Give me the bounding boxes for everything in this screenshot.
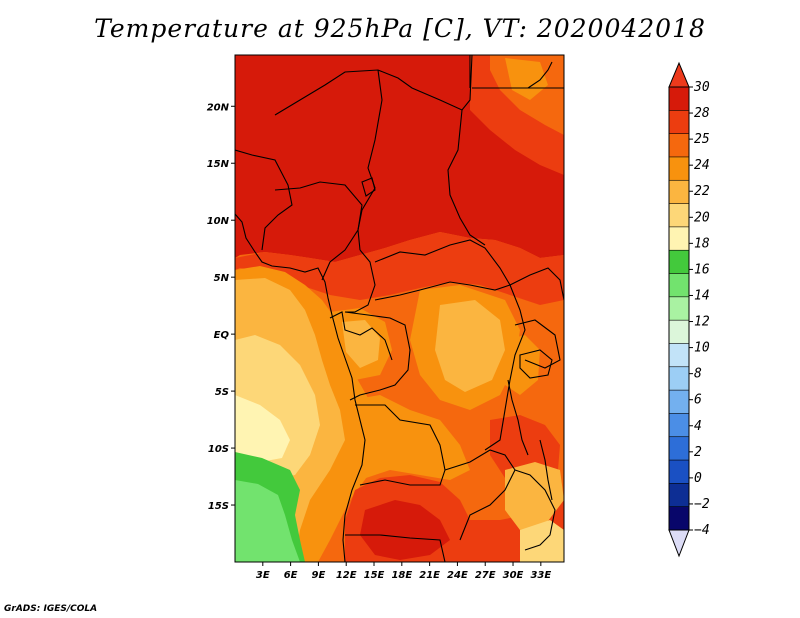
border-chad-sudan [447, 109, 486, 246]
y-tick-label: 10N [207, 216, 230, 227]
colorbar-box-lt-m4 [668, 506, 690, 531]
colorbar-box-m2 [668, 459, 690, 485]
field-20-southeast [520, 520, 564, 562]
colorbar-box-2 [668, 413, 690, 438]
field-24-ne [505, 58, 548, 100]
colorbar-label: 16 [694, 262, 710, 277]
colorbar-box-25 [668, 133, 690, 158]
colorbar-label: 22 [694, 184, 710, 199]
x-tick-label: 3E [256, 570, 270, 581]
colorbar-label: −4 [694, 523, 710, 538]
x-tick-label: 24E [447, 570, 468, 581]
colorbar-box-10 [668, 319, 690, 345]
colorbar-top-triangle [668, 61, 690, 88]
boundaries [235, 55, 564, 562]
border-uganda-kenya [514, 319, 561, 369]
field-18-atlantic [235, 395, 290, 462]
x-tick-label: 9E [312, 570, 326, 581]
border-mozambique [514, 469, 556, 551]
colorbar-box-6 [668, 366, 690, 391]
border-car [374, 239, 511, 301]
colorbar-label: 0 [694, 471, 702, 486]
credit-text: GrADS: IGES/COLA [4, 604, 98, 614]
temperature-map: 3E 6E 9E 12E 15E 18E 21E 24E 27E 30E 33E 20N 15N 10N… [207, 54, 710, 581]
x-tick-label: 12E [336, 570, 357, 581]
lake-chad [361, 177, 376, 197]
y-tick-label: 10S [208, 444, 229, 455]
y-tick-label: EQ [214, 330, 230, 341]
x-tick-label: 15E [364, 570, 385, 581]
x-tick-label: 33E [530, 570, 551, 581]
y-tick-label: 20N [207, 102, 230, 113]
x-tick-label: 6E [284, 570, 298, 581]
field-14-southwest [235, 480, 300, 562]
chart-title: Temperature at 925hPa [C], VT: 202004201… [94, 14, 706, 43]
temperature-field [235, 55, 564, 562]
colorbar-box-28 [668, 110, 690, 135]
field-hot-south [360, 500, 450, 560]
colorbar-box-16 [668, 249, 690, 275]
colorbar-box-m4 [668, 483, 690, 508]
x-tick-label: 30E [503, 570, 524, 581]
y-axis: 20N 15N 10N 5N EQ 5S 10S 15S [207, 102, 235, 512]
colorbar-box-20 [668, 203, 690, 228]
colorbar-label: 12 [694, 315, 710, 330]
colorbar-label: 6 [694, 393, 702, 408]
colorbar-label: 8 [694, 367, 702, 382]
colorbar-label: −2 [694, 497, 710, 512]
colorbar-box-4 [668, 389, 690, 415]
colorbar-box-0 [668, 436, 690, 461]
border-drc-east [484, 284, 526, 451]
colorbar-box-18 [668, 226, 690, 251]
colorbar-label: 25 [694, 132, 710, 147]
colorbar-label: 28 [694, 106, 710, 121]
border-drc-west [344, 311, 411, 401]
border-west-mali [235, 149, 293, 251]
colorbar-label: 10 [694, 341, 710, 356]
border-sahara [274, 55, 473, 116]
field-22-southeast [505, 462, 564, 530]
border-cameroon [345, 249, 376, 313]
colorbar-box-24 [668, 156, 690, 181]
colorbar-box-22 [668, 179, 690, 205]
field-24-lake [505, 335, 540, 395]
border-gabon-congo [329, 311, 393, 361]
x-tick-label: 18E [391, 570, 412, 581]
y-tick-label: 15S [208, 501, 229, 512]
y-tick-label: 15N [207, 159, 230, 170]
border-east-africa [509, 267, 564, 301]
colorbar-label: 24 [694, 158, 710, 173]
colorbar-bottom-triangle [668, 529, 690, 558]
colorbar-label: 14 [694, 288, 710, 303]
border-angola [355, 404, 446, 486]
nile-red-sea [527, 61, 553, 89]
x-axis: 3E 6E 9E 12E 15E 18E 21E 24E 27E 30E 33E [256, 562, 551, 581]
colorbar-label: 2 [694, 445, 702, 460]
border-angola-south [345, 534, 446, 562]
field-24-south [345, 395, 470, 480]
lake-tanganyika [507, 379, 529, 456]
lake-victoria [519, 349, 553, 379]
field-28-mid [235, 232, 564, 305]
lake-malawi [539, 439, 553, 501]
colorbar-box-12 [668, 296, 690, 321]
colorbar-box-gt30 [668, 86, 690, 112]
x-tick-label: 27E [475, 570, 496, 581]
x-tick-label: 21E [419, 570, 440, 581]
y-tick-label: 5N [214, 273, 230, 284]
colorbar-label: 4 [694, 419, 702, 434]
colorbar-label: 18 [694, 236, 710, 251]
coastline-west-africa [235, 213, 366, 562]
field-22-congo [435, 300, 505, 392]
colorbar-box-8 [668, 343, 690, 368]
colorbar-label: 30 [693, 80, 710, 95]
colorbar-box-14 [668, 273, 690, 298]
map-frame [234, 54, 565, 563]
border-nigeria [274, 181, 363, 281]
y-tick-label: 5S [215, 387, 229, 398]
colorbar-label: 20 [694, 210, 710, 225]
